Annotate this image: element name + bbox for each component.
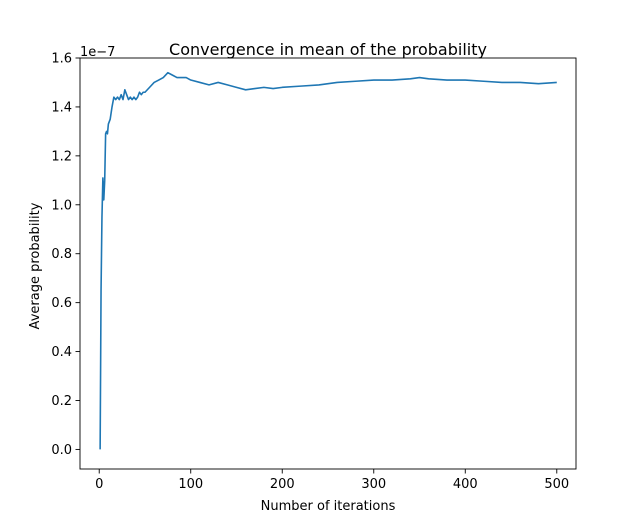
y-tick-label: 1.0 — [51, 198, 72, 213]
y-offset-label: 1e−7 — [80, 45, 115, 60]
y-tick-label: 1.6 — [51, 52, 72, 67]
y-tick-label: 0.4 — [51, 345, 72, 360]
y-tick-label: 0.0 — [51, 443, 72, 458]
axes-frame — [79, 57, 577, 470]
x-tick-label: 500 — [544, 477, 569, 492]
x-tick-label: 0 — [95, 477, 103, 492]
y-tick-label: 0.8 — [51, 247, 72, 262]
x-tick-label: 400 — [453, 477, 478, 492]
x-tick-label: 200 — [270, 477, 295, 492]
x-tick-label: 300 — [361, 477, 386, 492]
x-tick-label: 100 — [178, 477, 203, 492]
x-axis-label: Number of iterations — [261, 499, 396, 514]
y-tick-label: 1.2 — [51, 149, 72, 164]
y-tick-label: 0.2 — [51, 394, 72, 409]
y-tick-label: 0.6 — [51, 296, 72, 311]
series-line-0 — [99, 71, 557, 450]
y-axis-label: Average probability — [28, 202, 43, 329]
chart-title: Convergence in mean of the probability — [169, 40, 487, 59]
y-tick-label: 1.4 — [51, 100, 72, 115]
plot-area: 0 100 200 300 400 500 0.0 0.2 0.4 0.6 0.8 1.0 1.2 1.4… — [51, 52, 577, 492]
